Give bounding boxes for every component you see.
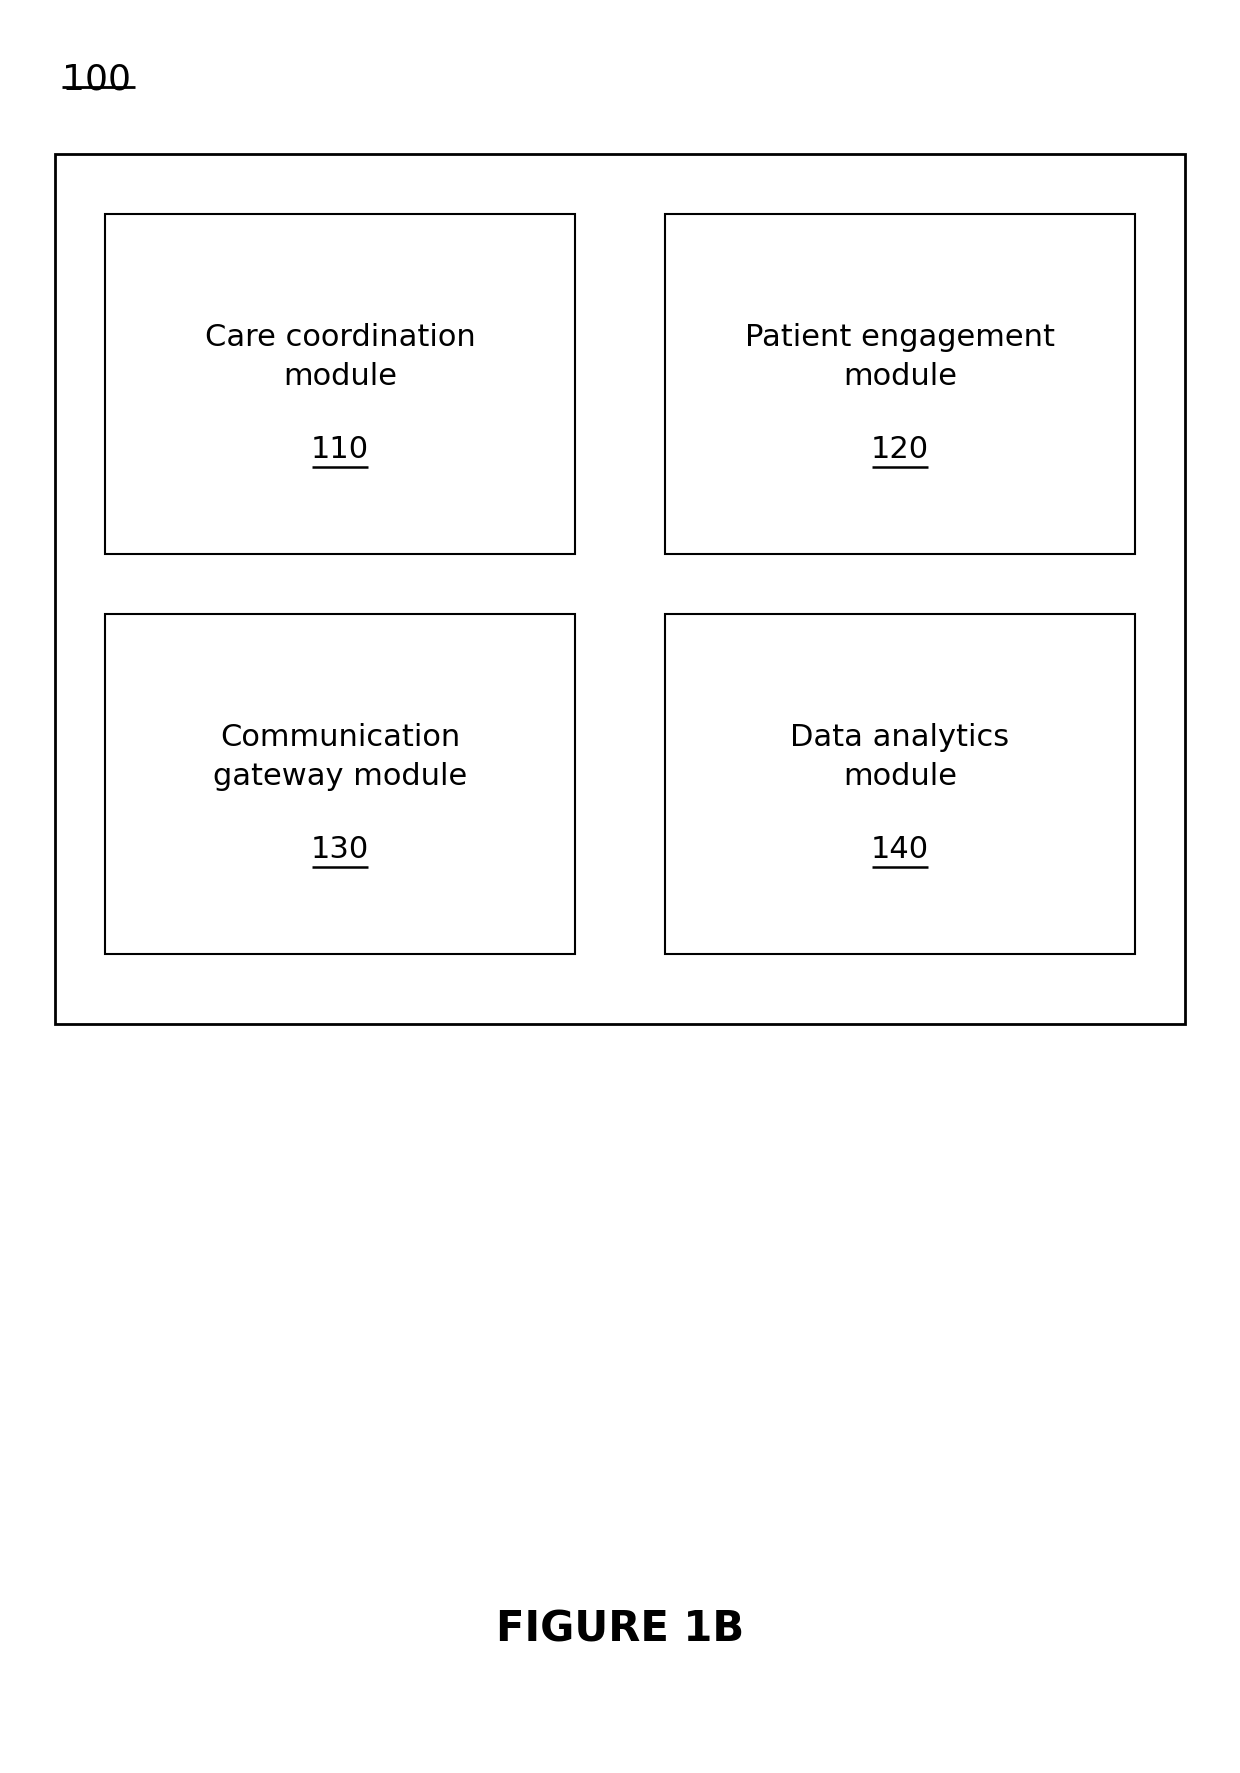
- Text: Patient engagement
module: Patient engagement module: [745, 323, 1055, 390]
- Text: 140: 140: [870, 835, 929, 863]
- Text: Care coordination
module: Care coordination module: [205, 323, 475, 390]
- Text: 100: 100: [62, 62, 131, 96]
- Text: FIGURE 1B: FIGURE 1B: [496, 1608, 744, 1651]
- Text: 110: 110: [311, 434, 370, 465]
- Text: Data analytics
module: Data analytics module: [790, 723, 1009, 791]
- Text: 120: 120: [870, 434, 929, 465]
- Bar: [55, 154, 1185, 1025]
- Text: 130: 130: [311, 835, 370, 863]
- Bar: [665, 615, 1135, 954]
- Bar: [105, 615, 575, 954]
- Bar: [105, 215, 575, 555]
- Text: Communication
gateway module: Communication gateway module: [213, 723, 467, 791]
- Bar: [665, 215, 1135, 555]
